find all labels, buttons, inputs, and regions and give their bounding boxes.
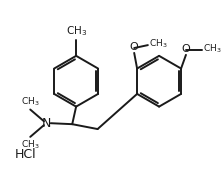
Text: CH$_3$: CH$_3$ bbox=[149, 38, 168, 50]
Text: CH$_3$: CH$_3$ bbox=[66, 24, 87, 38]
Text: CH$_3$: CH$_3$ bbox=[202, 43, 221, 55]
Text: HCl: HCl bbox=[15, 148, 36, 161]
Text: N: N bbox=[42, 117, 52, 130]
Text: CH$_3$: CH$_3$ bbox=[21, 139, 40, 151]
Text: CH$_3$: CH$_3$ bbox=[21, 95, 40, 108]
Text: O: O bbox=[130, 42, 139, 52]
Text: O: O bbox=[182, 44, 190, 54]
